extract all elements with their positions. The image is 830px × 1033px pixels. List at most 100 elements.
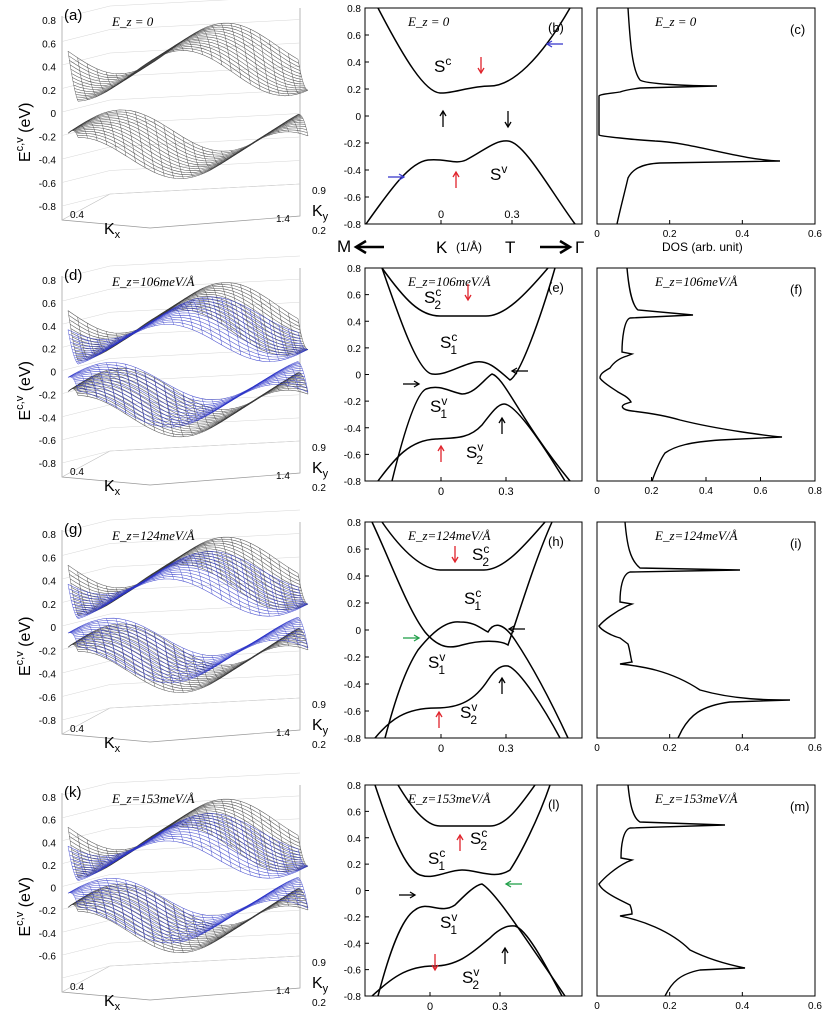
ky-tick-label: 0.9 xyxy=(312,443,326,454)
y-tick-label: 0.8 xyxy=(347,781,361,792)
band-name-label: Sv 1 xyxy=(440,910,457,937)
y-tick-label: -0.4 xyxy=(39,929,57,940)
band-name-label: Sc 1 xyxy=(440,330,457,357)
field-strength-label: E_z=124meV/Å xyxy=(407,528,490,543)
band-surface-mesh xyxy=(67,22,309,179)
dos-plot: 0 0.2 0.4 0.6 (c) E_z = 0 xyxy=(594,7,822,240)
field-strength-label: E_z=153meV/Å xyxy=(111,791,194,806)
y-tick-label: 0.2 xyxy=(42,861,56,872)
black-arrow xyxy=(501,946,509,964)
green-arrow xyxy=(504,880,522,888)
y-tick-label: -0.6 xyxy=(39,179,57,190)
black-arrow xyxy=(498,676,506,694)
x-tick-label: 0.6 xyxy=(754,486,768,497)
band-name-label: Sv 2 xyxy=(466,440,483,467)
x-tick-label: 0 xyxy=(594,1001,600,1012)
plot-frame xyxy=(596,521,816,739)
y-tick-label: -0.6 xyxy=(344,966,362,977)
y-tick-label: 0.4 xyxy=(42,838,56,849)
band-name-label: Sc 2 xyxy=(424,285,441,312)
figure-row-1: 0.8 0.6 0.4 0.2 0 -0.2 -0.4 -0.6 -0.8 (a) E_z = 0 K… xyxy=(14,0,822,241)
green-arrow xyxy=(403,634,421,642)
x-tick-label: 0.2 xyxy=(663,229,677,240)
y-tick-label: 0.2 xyxy=(347,860,361,871)
box-floor xyxy=(61,440,301,478)
y-tick-label: -0.8 xyxy=(39,459,57,470)
surface-plot: 0.8 0.6 0.4 0.2 0 -0.2 -0.4 -0.6 (k) E_z=153meV/Å… xyxy=(14,772,329,1013)
box-floor xyxy=(61,183,301,221)
blue-arrow xyxy=(545,40,563,48)
field-strength-label: E_z=106meV/Å xyxy=(654,274,737,289)
y-tick-label: 0.2 xyxy=(347,344,361,355)
x-tick-label: 0.8 xyxy=(808,486,822,497)
y-tick-label: -0.2 xyxy=(39,646,57,657)
plot-frame xyxy=(596,267,816,482)
x-tick-label: 0 xyxy=(438,743,444,755)
panel-label: (h) xyxy=(548,534,564,549)
red-arrow xyxy=(435,710,443,728)
blue-arrow xyxy=(388,173,406,181)
path-label-k: K xyxy=(436,238,448,257)
plot-frame xyxy=(596,7,816,225)
dos-plot: 0 0.2 0.4 0.6 (i) E_z=124meV/Å xyxy=(594,521,822,754)
kx-axis-label: Kx xyxy=(104,221,121,241)
field-strength-label: E_z = 0 xyxy=(654,14,697,29)
y-tick-label: -0.4 xyxy=(344,424,362,435)
field-strength-label: E_z=106meV/Å xyxy=(111,274,194,289)
energy-band-curve xyxy=(371,925,563,997)
y-tick-label: -0.8 xyxy=(344,734,362,745)
y-tick-label: 0.4 xyxy=(347,834,361,845)
y-tick-label: -0.4 xyxy=(344,680,362,691)
x-tick-label: 0.2 xyxy=(663,743,677,754)
energy-axis-label: Ec,v (eV) xyxy=(14,103,34,162)
x-tick-label: 0 xyxy=(427,1001,433,1013)
energy-band-curve xyxy=(381,267,549,317)
x-tick-label: 0.3 xyxy=(504,209,519,221)
y-tick-label: 0 xyxy=(355,887,361,898)
panel-label: (m) xyxy=(790,799,810,814)
y-tick-label: 0.6 xyxy=(42,299,56,310)
path-label-m: M xyxy=(337,237,351,256)
energy-axis-label: Ec,v (eV) xyxy=(14,617,34,676)
band-name-label: Sv xyxy=(490,162,507,184)
y-tick-label: 0.4 xyxy=(347,572,361,583)
y-tick-label: -0.6 xyxy=(344,193,362,204)
band-name-label: Sc 2 xyxy=(472,542,489,569)
path-unit-label: (1/Å) xyxy=(456,239,482,254)
y-tick-label: -0.4 xyxy=(39,156,57,167)
y-tick-label: 0 xyxy=(355,626,361,637)
y-tick-label: -0.2 xyxy=(344,913,362,924)
red-arrow xyxy=(456,833,464,851)
dos-plot: 0 0.2 0.4 0.6 0.8 (f) E_z=106meV/Å xyxy=(594,267,822,497)
field-strength-label: E_z=153meV/Å xyxy=(407,791,490,806)
field-strength-label: E_z = 0 xyxy=(407,14,450,29)
y-tick-label: 0.2 xyxy=(347,85,361,96)
surface-plot: 0.8 0.6 0.4 0.2 0 -0.2 -0.4 -0.6 -0.8 (a) E_z = 0 K… xyxy=(14,0,329,241)
y-tick-label: -0.2 xyxy=(39,390,57,401)
energy-band-curve xyxy=(374,665,561,739)
box-frame xyxy=(61,522,301,743)
y-tick-label: 0.2 xyxy=(42,345,56,356)
y-tick-label: 0 xyxy=(355,371,361,382)
band-name-label: Sc 1 xyxy=(464,586,481,613)
y-tick-label: -0.6 xyxy=(39,693,57,704)
ky-tick-label: 0.2 xyxy=(312,998,326,1009)
y-tick-label: -0.2 xyxy=(39,906,57,917)
x-tick-label: 0.2 xyxy=(645,486,659,497)
field-strength-label: E_z = 0 xyxy=(111,14,154,29)
band-surface-mesh xyxy=(67,536,309,693)
y-tick-label: 0.6 xyxy=(347,291,361,302)
energy-band-curve xyxy=(397,784,536,827)
panel-label: (l) xyxy=(548,797,560,812)
y-tick-label: -0.4 xyxy=(39,413,57,424)
band-name-label: Sc 2 xyxy=(470,826,487,853)
energy-band-curve xyxy=(384,621,569,739)
x-tick-label: 0.4 xyxy=(699,486,713,497)
y-tick-label: 0 xyxy=(50,623,56,634)
surface-plot: 0.8 0.6 0.4 0.2 0 -0.2 -0.4 -0.6 -0.8 (d) E_z=106m… xyxy=(14,255,329,498)
y-tick-label: 0.8 xyxy=(42,793,56,804)
kx-axis-label: Kx xyxy=(104,478,121,498)
kx-tick-label: 1.4 xyxy=(276,471,290,482)
band-name-label: Sc 1 xyxy=(428,846,445,873)
kx-tick-label: 0.4 xyxy=(70,982,84,993)
